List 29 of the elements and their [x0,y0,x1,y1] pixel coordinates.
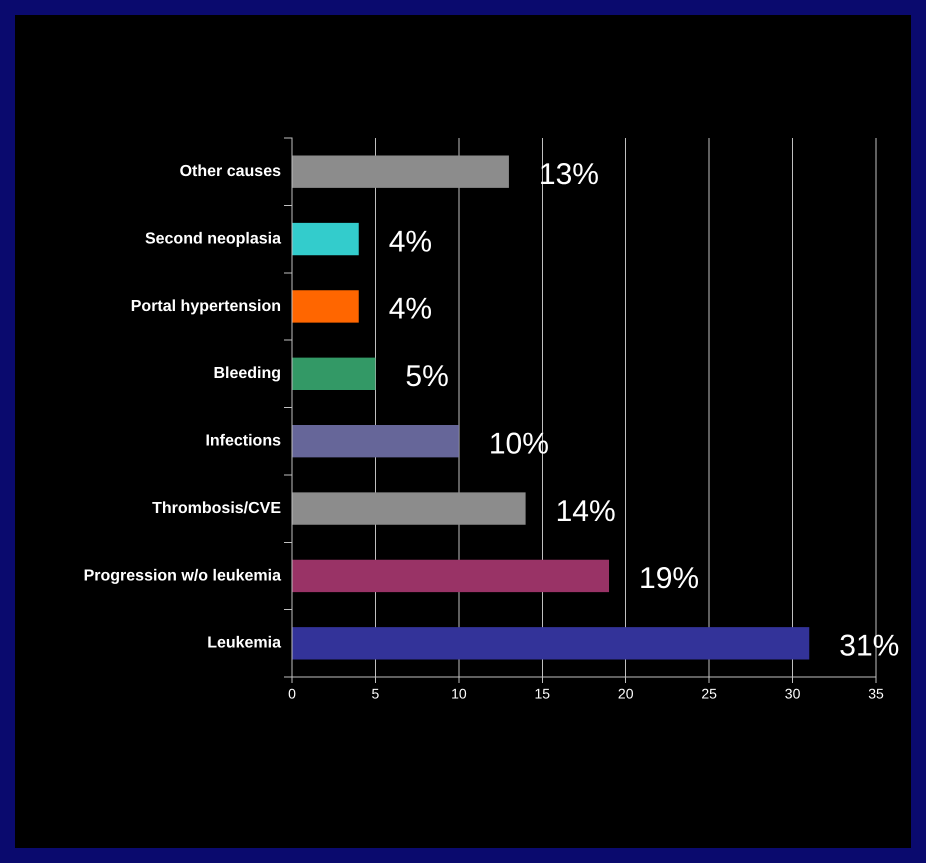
y-tick-label: Other causes [180,163,282,180]
y-tick-label: Infections [205,432,282,450]
y-tick-label: Portal hypertension [130,298,281,315]
y-tick-label: Progression w/o leukemia [84,567,282,584]
x-tick-label: 25 [701,685,718,702]
bar [292,560,610,592]
bar [292,290,359,323]
x-tick-label: 10 [451,685,467,702]
x-tick-label: 5 [372,685,380,702]
x-tick-label: 30 [784,685,801,702]
data-label: 14% [556,494,616,528]
data-label: 4% [388,225,432,258]
data-label: 4% [388,292,432,326]
y-tick-label: Thrombosis/CVE [152,500,282,517]
y-tick-label: Leukemia [207,634,282,652]
bar [292,156,509,188]
x-tick-label: 0 [288,685,296,702]
x-tick-label: 15 [534,685,550,702]
x-tick-label: 35 [868,685,884,702]
bar [292,222,359,256]
y-tick-label: Second neoplasia [144,230,282,248]
bar [292,627,810,660]
data-label: 5% [405,360,449,394]
bar [292,425,459,458]
y-tick-label: Bleeding [213,365,281,382]
bar [292,492,526,525]
x-tick-label: 20 [618,685,634,702]
data-label: 19% [639,562,700,596]
bar [292,358,376,390]
